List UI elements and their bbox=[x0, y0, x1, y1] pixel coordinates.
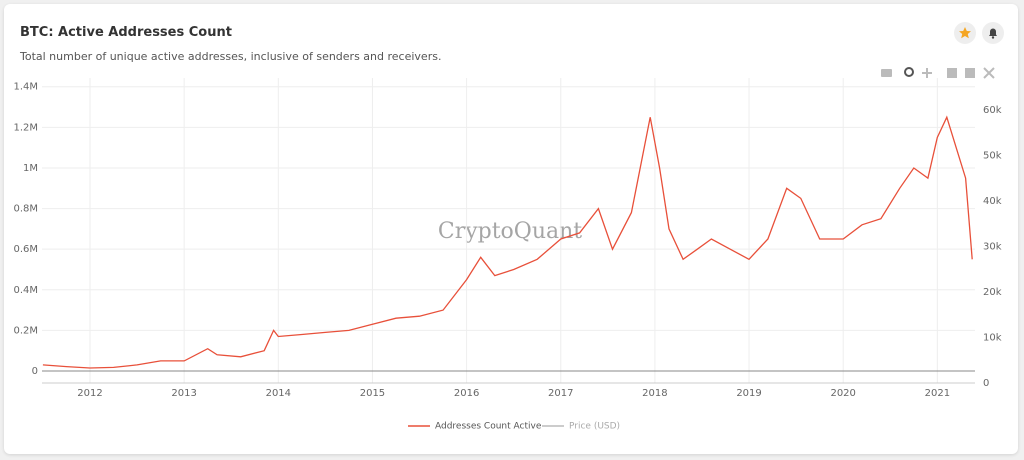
y-tick-label: 0.8M bbox=[13, 204, 38, 215]
y2-tick-label: 0 bbox=[983, 378, 989, 389]
toolbar bbox=[881, 67, 995, 79]
x-tick-label: 2021 bbox=[925, 388, 950, 399]
x-tick-label: 2016 bbox=[454, 388, 479, 399]
zoom-out-icon[interactable] bbox=[965, 68, 975, 78]
legend-item[interactable]: Addresses Count Active bbox=[408, 422, 542, 432]
x-tick-label: 2012 bbox=[77, 388, 102, 399]
legend-label: Addresses Count Active bbox=[435, 422, 542, 432]
y-tick-label: 0 bbox=[32, 366, 38, 377]
y-tick-label: 1.4M bbox=[13, 82, 38, 93]
chart-subtitle: Total number of unique active addresses,… bbox=[20, 50, 442, 63]
y2-tick-label: 20k bbox=[983, 287, 1002, 298]
reset-icon[interactable] bbox=[983, 67, 995, 79]
alert-button[interactable] bbox=[982, 22, 1004, 44]
zoom-icon[interactable] bbox=[904, 67, 914, 77]
y2-tick-label: 40k bbox=[983, 196, 1002, 207]
y-tick-label: 0.6M bbox=[13, 244, 38, 255]
x-tick-label: 2013 bbox=[171, 388, 196, 399]
y-tick-label: 1.2M bbox=[13, 122, 38, 133]
pan-icon[interactable] bbox=[922, 68, 932, 78]
x-tick-label: 2020 bbox=[830, 388, 855, 399]
star-icon bbox=[959, 27, 971, 39]
y-tick-label: 0.2M bbox=[13, 325, 38, 336]
watermark: CryptoQuant bbox=[438, 219, 582, 244]
y2-tick-label: 30k bbox=[983, 241, 1002, 252]
legend-item[interactable]: Price (USD) bbox=[542, 422, 620, 432]
x-tick-label: 2018 bbox=[642, 388, 667, 399]
x-tick-label: 2015 bbox=[360, 388, 385, 399]
bell-icon bbox=[989, 28, 997, 39]
y2-tick-label: 50k bbox=[983, 150, 1002, 161]
y-tick-label: 1M bbox=[23, 163, 38, 174]
x-tick-label: 2017 bbox=[548, 388, 573, 399]
legend-label: Price (USD) bbox=[569, 422, 620, 432]
y2-tick-label: 60k bbox=[983, 105, 1002, 116]
favorite-button[interactable] bbox=[954, 22, 976, 44]
x-tick-label: 2014 bbox=[266, 388, 291, 399]
y-tick-label: 0.4M bbox=[13, 285, 38, 296]
camera-icon[interactable] bbox=[881, 69, 892, 77]
y2-tick-label: 10k bbox=[983, 332, 1002, 343]
chart-title: BTC: Active Addresses Count bbox=[20, 25, 232, 40]
x-tick-label: 2019 bbox=[736, 388, 761, 399]
data-line bbox=[42, 115, 973, 369]
zoom-in-icon[interactable] bbox=[947, 68, 957, 78]
chart-card: BTC: Active Addresses Count Total number… bbox=[4, 4, 1018, 454]
